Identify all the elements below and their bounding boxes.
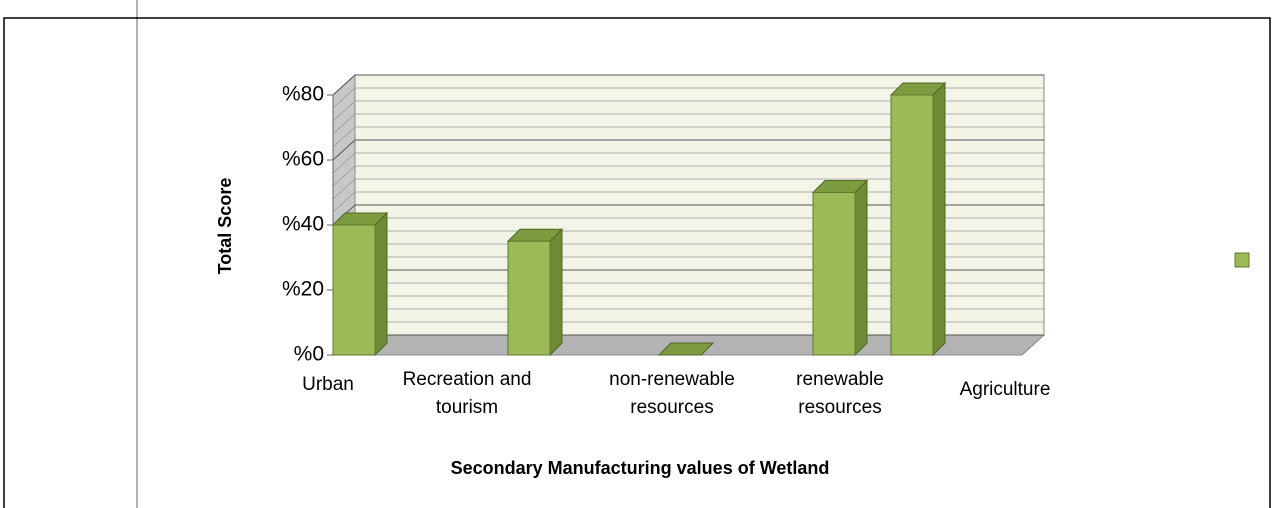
minor-side-line: [332, 87, 356, 109]
bar-top: [657, 342, 715, 356]
minor-side-line: [332, 165, 356, 187]
y-tick-label: %20: [282, 278, 324, 301]
bar-side: [932, 81, 946, 357]
y-tick-label: %0: [294, 343, 324, 366]
minor-side-line: [332, 100, 356, 122]
bar: [332, 224, 376, 356]
chart-border: [3, 17, 1271, 508]
side-grid-line: [332, 139, 356, 161]
bar-side: [374, 211, 388, 357]
bar-side: [854, 179, 868, 357]
bar: [890, 94, 934, 356]
y-tick-label: %60: [282, 148, 324, 171]
y-tick-label: %80: [282, 83, 324, 106]
x-tick-label: non-renewable resources: [609, 369, 735, 418]
bar: [507, 240, 551, 356]
bar: [812, 192, 856, 356]
side-grid-line: [332, 74, 356, 96]
x-tick-label: Agriculture: [959, 379, 1051, 400]
y-tick-label: %40: [282, 213, 324, 236]
x-tick-label: Urban: [302, 374, 354, 395]
minor-side-line: [332, 152, 356, 174]
bar-side: [549, 228, 563, 357]
minor-side-line: [332, 178, 356, 200]
x-tick-label: Recreation and tourism: [402, 369, 532, 418]
y-axis-title: Total Score: [215, 178, 235, 275]
legend-marker: [1234, 252, 1250, 268]
minor-side-line: [332, 113, 356, 135]
minor-side-line: [332, 191, 356, 213]
minor-side-line: [332, 126, 356, 148]
x-axis-title: Secondary Manufacturing values of Wetlan…: [451, 458, 830, 478]
x-tick-label: renewable resources: [796, 369, 884, 418]
